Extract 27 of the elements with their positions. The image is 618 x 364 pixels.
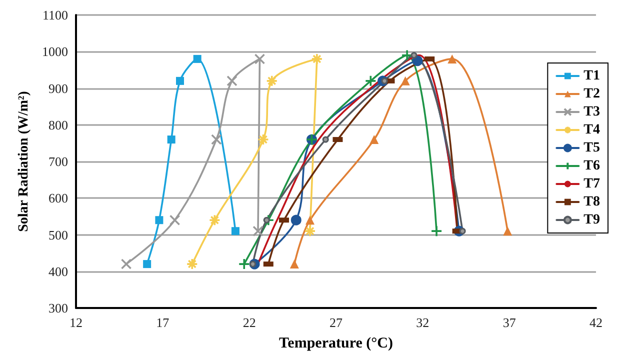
y-tick-label: 1000 [42,44,68,60]
y-tick-label: 700 [48,154,68,169]
y-tick-label: 300 [48,300,68,316]
legend-label: T5 [584,140,600,156]
y-tick-label: 600 [48,190,68,206]
legend-label: T3 [584,104,600,120]
x-tick-label: 37 [502,315,516,330]
x-tick-label: 22 [242,315,256,330]
y-tick-label: 800 [48,117,68,132]
legend-label: T2 [584,86,600,102]
x-tick-label: 27 [330,315,343,330]
y-axis-title: Solar Radiation (W/m²) [16,90,32,232]
y-tick-label: 900 [48,80,68,96]
y-tick-label: 1100 [42,8,68,22]
y-tick-label: 500 [48,227,68,242]
x-tick-label: 42 [590,315,602,330]
legend-label: T8 [584,194,600,210]
legend-label: T6 [584,158,600,174]
legend-label: T4 [584,122,600,138]
x-tick-label: 17 [156,315,170,330]
legend-label: T7 [584,176,600,192]
y-tick-label: 400 [48,264,68,279]
legend-label: T9 [584,212,600,228]
x-tick-label: 32 [416,315,430,330]
legend-label: T1 [584,68,600,84]
x-tick-label: 12 [70,315,82,330]
x-axis-title: Temperature (°C) [279,336,393,352]
